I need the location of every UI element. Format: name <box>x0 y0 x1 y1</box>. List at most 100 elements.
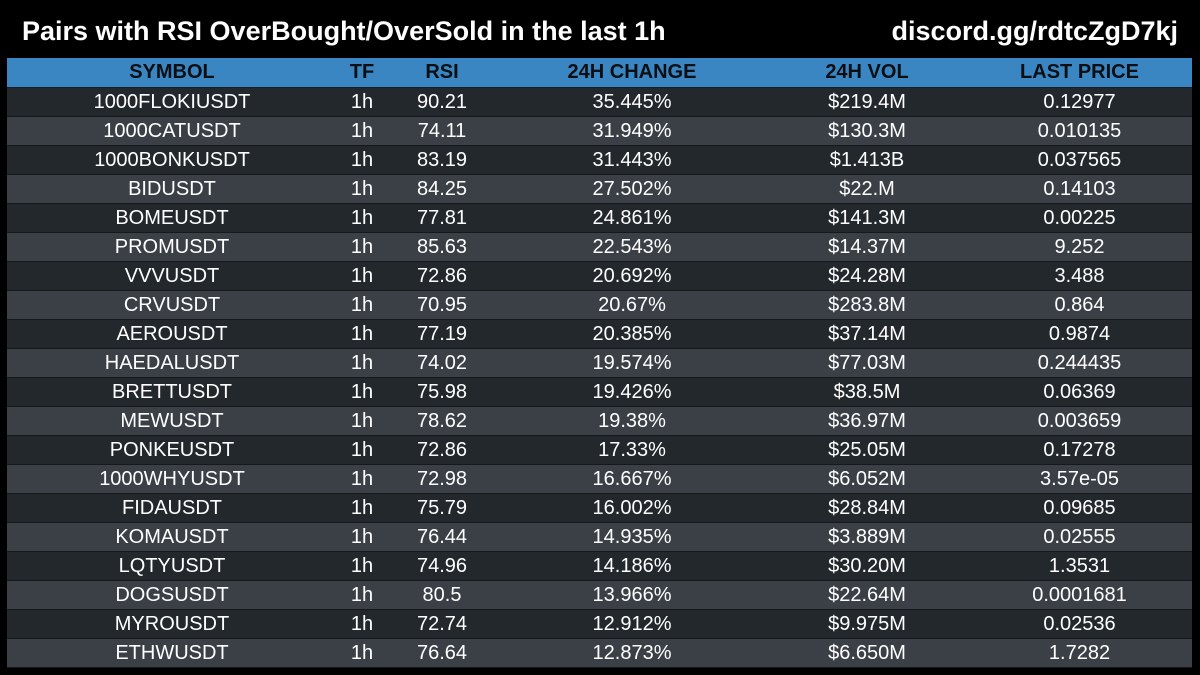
table-row: KOMAUSDT 1h 76.44 14.935% $3.889M 0.02555 <box>7 522 1192 552</box>
cell-24h-vol: $28.84M <box>767 493 967 523</box>
cell-24h-change: 12.912% <box>497 609 767 639</box>
cell-tf: 1h <box>337 464 387 494</box>
table-row: PONKEUSDT 1h 72.86 17.33% $25.05M 0.17278 <box>7 435 1192 465</box>
cell-symbol: AEROUSDT <box>7 319 337 349</box>
cell-last-price: 0.037565 <box>967 145 1192 175</box>
cell-last-price: 0.864 <box>967 290 1192 320</box>
cell-24h-change: 27.502% <box>497 174 767 204</box>
cell-24h-change: 14.935% <box>497 522 767 552</box>
cell-last-price: 0.12977 <box>967 87 1192 117</box>
cell-tf: 1h <box>337 319 387 349</box>
cell-tf: 1h <box>337 406 387 436</box>
cell-24h-change: 12.873% <box>497 638 767 668</box>
cell-last-price: 0.00225 <box>967 203 1192 233</box>
cell-last-price: 1.7282 <box>967 638 1192 668</box>
cell-symbol: BIDUSDT <box>7 174 337 204</box>
cell-24h-vol: $6.650M <box>767 638 967 668</box>
cell-last-price: 0.02555 <box>967 522 1192 552</box>
cell-rsi: 76.64 <box>387 638 497 668</box>
cell-tf: 1h <box>337 551 387 581</box>
cell-tf: 1h <box>337 290 387 320</box>
cell-24h-vol: $219.4M <box>767 87 967 117</box>
table-row: BRETTUSDT 1h 75.98 19.426% $38.5M 0.06369 <box>7 377 1192 407</box>
cell-24h-change: 20.67% <box>497 290 767 320</box>
cell-rsi: 90.21 <box>387 87 497 117</box>
cell-tf: 1h <box>337 145 387 175</box>
cell-24h-vol: $77.03M <box>767 348 967 378</box>
table-row: AEROUSDT 1h 77.19 20.385% $37.14M 0.9874 <box>7 319 1192 349</box>
cell-last-price: 0.17278 <box>967 435 1192 465</box>
cell-last-price: 0.9874 <box>967 319 1192 349</box>
cell-rsi: 75.79 <box>387 493 497 523</box>
cell-rsi: 74.02 <box>387 348 497 378</box>
cell-rsi: 77.81 <box>387 203 497 233</box>
cell-tf: 1h <box>337 377 387 407</box>
cell-symbol: 1000BONKUSDT <box>7 145 337 175</box>
cell-24h-change: 13.966% <box>497 580 767 610</box>
cell-symbol: 1000FLOKIUSDT <box>7 87 337 117</box>
cell-24h-change: 19.574% <box>497 348 767 378</box>
table-row: 1000WHYUSDT 1h 72.98 16.667% $6.052M 3.57e-05 <box>7 464 1192 494</box>
cell-24h-vol: $22.M <box>767 174 967 204</box>
header-bar: Pairs with RSI OverBought/OverSold in th… <box>0 0 1200 58</box>
cell-tf: 1h <box>337 87 387 117</box>
column-header-tf: TF <box>337 58 387 88</box>
table-body: 1000FLOKIUSDT 1h 90.21 35.445% $219.4M 0.1297… <box>7 87 1192 668</box>
cell-tf: 1h <box>337 493 387 523</box>
table-row: BIDUSDT 1h 84.25 27.502% $22.M 0.14103 <box>7 174 1192 204</box>
cell-rsi: 77.19 <box>387 319 497 349</box>
cell-24h-vol: $36.97M <box>767 406 967 436</box>
cell-24h-vol: $3.889M <box>767 522 967 552</box>
cell-24h-change: 20.385% <box>497 319 767 349</box>
rsi-pairs-table: SYMBOL TF RSI 24H CHANGE 24H VOL LAST PR… <box>7 58 1192 668</box>
cell-24h-change: 31.949% <box>497 116 767 146</box>
cell-last-price: 0.06369 <box>967 377 1192 407</box>
cell-symbol: KOMAUSDT <box>7 522 337 552</box>
cell-24h-vol: $283.8M <box>767 290 967 320</box>
column-header-24h-change: 24H CHANGE <box>497 58 767 88</box>
cell-rsi: 72.86 <box>387 261 497 291</box>
cell-symbol: BRETTUSDT <box>7 377 337 407</box>
cell-24h-vol: $25.05M <box>767 435 967 465</box>
cell-tf: 1h <box>337 638 387 668</box>
table-row: PROMUSDT 1h 85.63 22.543% $14.37M 9.252 <box>7 232 1192 262</box>
cell-tf: 1h <box>337 203 387 233</box>
cell-symbol: ETHWUSDT <box>7 638 337 668</box>
cell-rsi: 76.44 <box>387 522 497 552</box>
table-row: LQTYUSDT 1h 74.96 14.186% $30.20M 1.3531 <box>7 551 1192 581</box>
cell-last-price: 0.02536 <box>967 609 1192 639</box>
cell-rsi: 83.19 <box>387 145 497 175</box>
cell-symbol: DOGSUSDT <box>7 580 337 610</box>
cell-24h-vol: $141.3M <box>767 203 967 233</box>
cell-symbol: PONKEUSDT <box>7 435 337 465</box>
page-title: Pairs with RSI OverBought/OverSold in th… <box>22 16 666 46</box>
cell-last-price: 0.09685 <box>967 493 1192 523</box>
cell-24h-vol: $130.3M <box>767 116 967 146</box>
cell-tf: 1h <box>337 522 387 552</box>
cell-last-price: 0.14103 <box>967 174 1192 204</box>
cell-24h-change: 16.002% <box>497 493 767 523</box>
cell-symbol: 1000WHYUSDT <box>7 464 337 494</box>
cell-symbol: HAEDALUSDT <box>7 348 337 378</box>
cell-rsi: 70.95 <box>387 290 497 320</box>
table-row: BOMEUSDT 1h 77.81 24.861% $141.3M 0.00225 <box>7 203 1192 233</box>
cell-tf: 1h <box>337 348 387 378</box>
table-row: 1000FLOKIUSDT 1h 90.21 35.445% $219.4M 0.1297… <box>7 87 1192 117</box>
cell-rsi: 75.98 <box>387 377 497 407</box>
cell-tf: 1h <box>337 261 387 291</box>
cell-rsi: 84.25 <box>387 174 497 204</box>
cell-symbol: FIDAUSDT <box>7 493 337 523</box>
cell-last-price: 0.0001681 <box>967 580 1192 610</box>
table-row: FIDAUSDT 1h 75.79 16.002% $28.84M 0.09685 <box>7 493 1192 523</box>
cell-last-price: 9.252 <box>967 232 1192 262</box>
cell-tf: 1h <box>337 116 387 146</box>
cell-24h-change: 14.186% <box>497 551 767 581</box>
cell-24h-vol: $24.28M <box>767 261 967 291</box>
table-row: CRVUSDT 1h 70.95 20.67% $283.8M 0.864 <box>7 290 1192 320</box>
cell-24h-vol: $14.37M <box>767 232 967 262</box>
cell-24h-change: 16.667% <box>497 464 767 494</box>
table-row: 1000CATUSDT 1h 74.11 31.949% $130.3M 0.010135 <box>7 116 1192 146</box>
cell-symbol: PROMUSDT <box>7 232 337 262</box>
discord-link[interactable]: discord.gg/rdtcZgD7kj <box>891 16 1178 46</box>
cell-24h-change: 35.445% <box>497 87 767 117</box>
